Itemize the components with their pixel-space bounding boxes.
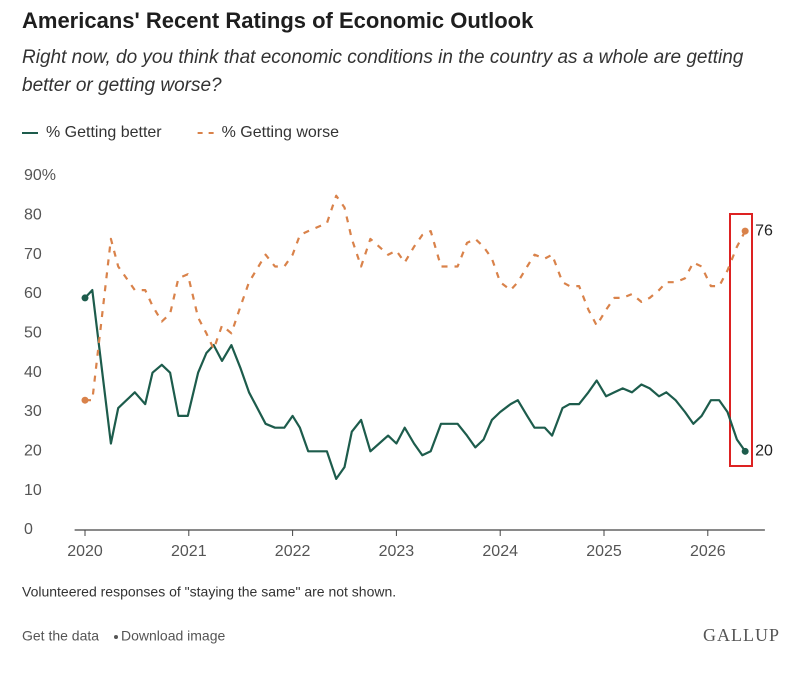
x-tick-label: 2021 [171,543,207,560]
y-tick-label: 30 [24,403,42,420]
y-tick-label: 40 [24,364,42,381]
x-tick-label: 2026 [690,543,726,560]
y-tick-label: 0 [24,521,33,538]
highlight-box [729,213,753,467]
point-marker [741,227,749,235]
y-tick-label: 90% [24,167,56,184]
download-link[interactable]: Download image [121,628,225,644]
point-marker [81,396,89,404]
note: Volunteered responses of "staying the sa… [22,584,396,600]
y-tick-label: 80 [24,207,42,224]
x-tick-label: 2025 [586,543,622,560]
y-tick-label: 70 [24,246,42,263]
get-data-link[interactable]: Get the data [22,628,99,644]
end-label: 20 [755,443,773,460]
legend-label: % Getting worse [222,124,339,141]
y-tick-label: 20 [24,443,42,460]
point-marker [81,294,89,302]
x-tick-label: 2023 [379,543,415,560]
y-tick-label: 50 [24,325,42,342]
x-tick-label: 2022 [275,543,311,560]
brand-logo: GALLUP [703,625,780,645]
series-line [85,194,747,402]
y-tick-label: 60 [24,285,42,302]
y-tick-label: 10 [24,482,42,499]
separator-dot [114,635,118,639]
series-line [84,289,747,480]
legend: % Getting better % Getting worse [22,124,339,141]
x-tick-label: 2020 [67,543,103,560]
point-marker [741,447,749,455]
x-tick-label: 2024 [482,543,518,560]
legend-label: % Getting better [46,124,162,141]
chart-subtitle: Right now, do you think that economic co… [22,47,744,96]
end-label: 76 [755,222,773,239]
chart-title: Americans' Recent Ratings of Economic Ou… [22,8,534,33]
